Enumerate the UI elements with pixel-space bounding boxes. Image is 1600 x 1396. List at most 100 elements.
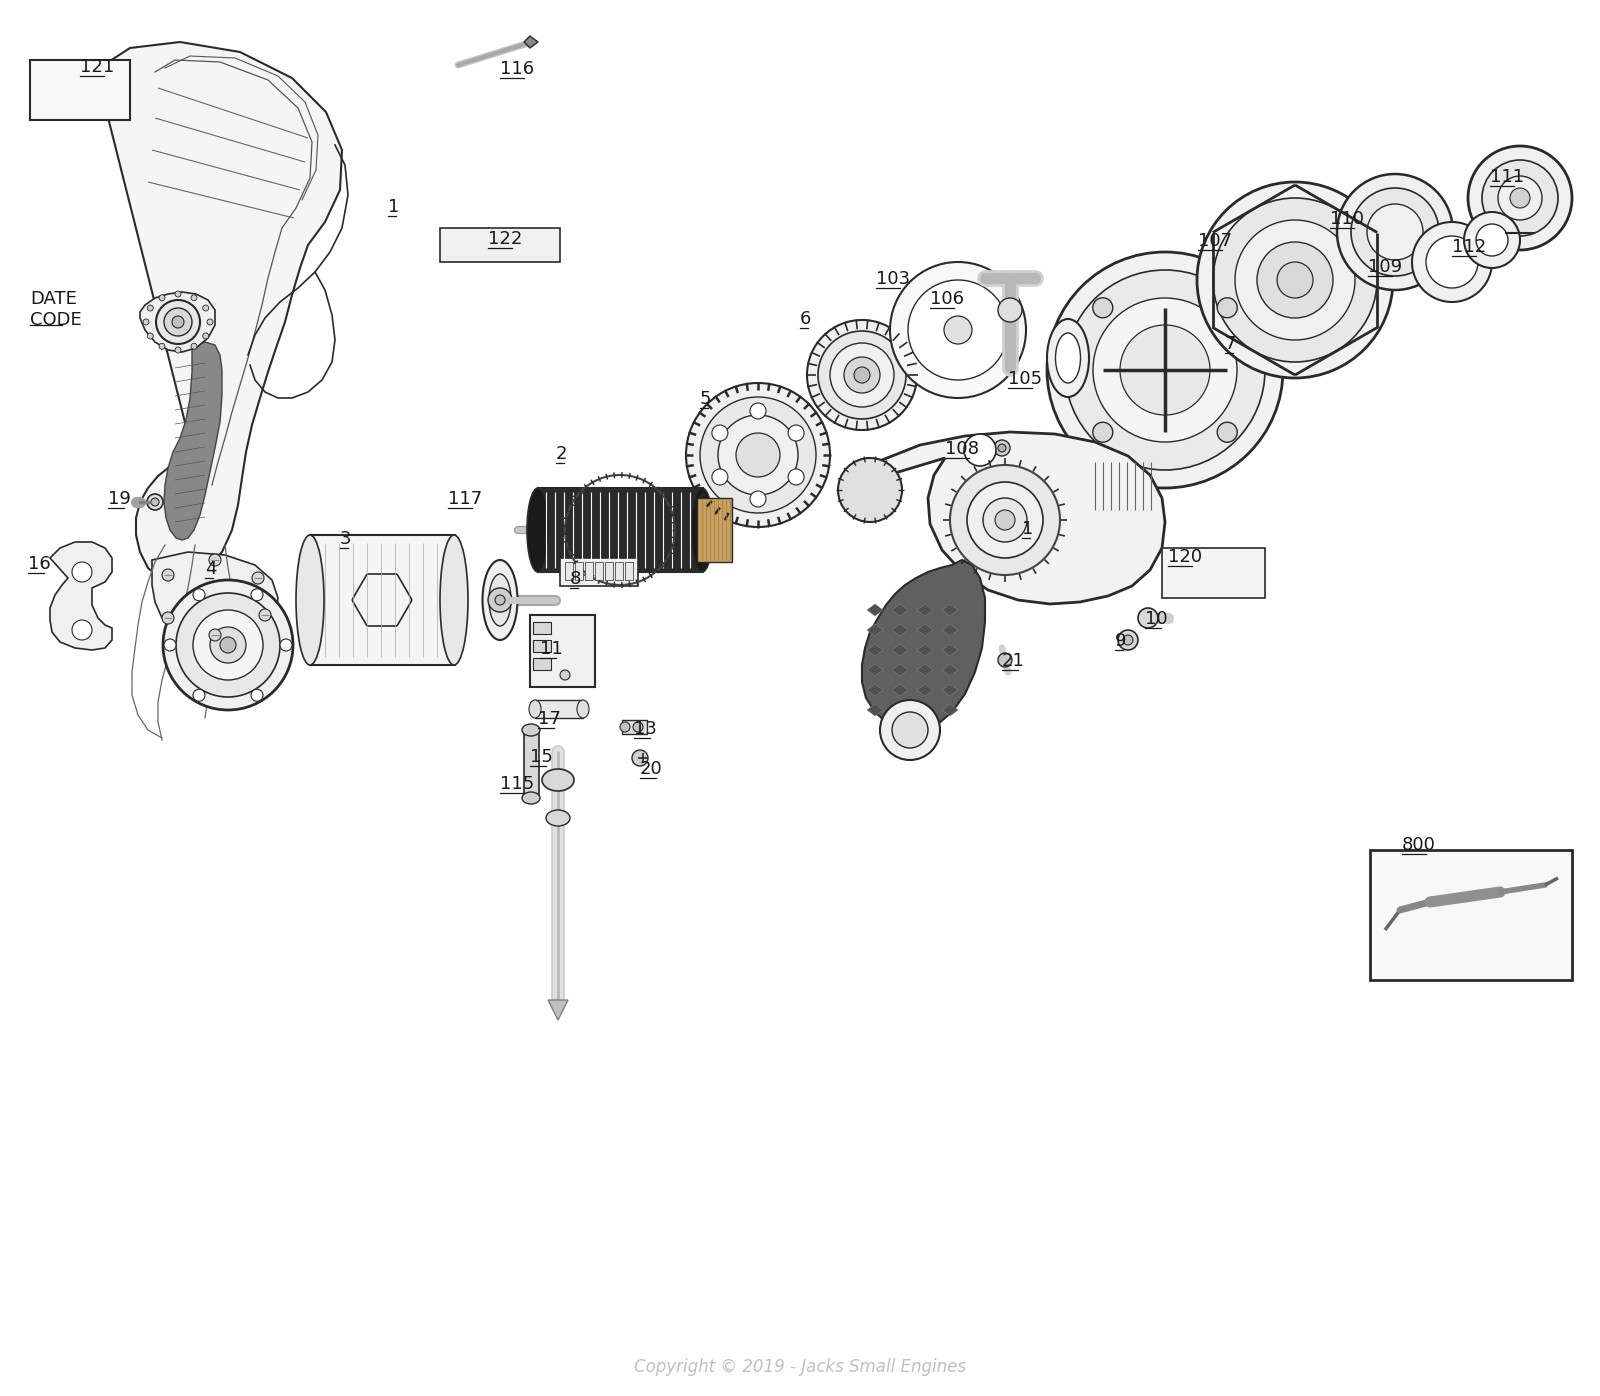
Polygon shape xyxy=(893,604,909,616)
Text: 1: 1 xyxy=(1022,519,1034,537)
Circle shape xyxy=(147,334,154,339)
Polygon shape xyxy=(917,684,933,697)
Polygon shape xyxy=(867,624,883,637)
Ellipse shape xyxy=(530,699,541,718)
Polygon shape xyxy=(942,604,958,616)
Circle shape xyxy=(995,510,1014,530)
Circle shape xyxy=(1235,221,1355,341)
Circle shape xyxy=(1066,269,1266,470)
Text: 107: 107 xyxy=(1198,232,1232,250)
Circle shape xyxy=(488,588,512,611)
Circle shape xyxy=(251,589,262,600)
Circle shape xyxy=(1510,188,1530,208)
Text: 7: 7 xyxy=(1226,335,1237,353)
Circle shape xyxy=(890,262,1026,398)
Polygon shape xyxy=(867,664,883,676)
Circle shape xyxy=(210,627,246,663)
Circle shape xyxy=(1218,297,1237,318)
Polygon shape xyxy=(867,604,883,616)
Polygon shape xyxy=(942,644,958,656)
Circle shape xyxy=(893,712,928,748)
Polygon shape xyxy=(942,684,958,697)
Text: 110: 110 xyxy=(1330,209,1363,228)
Polygon shape xyxy=(917,704,933,716)
FancyBboxPatch shape xyxy=(533,658,550,670)
Circle shape xyxy=(1120,325,1210,415)
Circle shape xyxy=(157,300,200,343)
Polygon shape xyxy=(917,604,933,616)
Polygon shape xyxy=(942,704,958,716)
FancyBboxPatch shape xyxy=(605,563,613,579)
FancyBboxPatch shape xyxy=(530,616,595,687)
Circle shape xyxy=(165,639,176,651)
Circle shape xyxy=(174,290,181,297)
Ellipse shape xyxy=(522,792,541,804)
Text: 15: 15 xyxy=(530,748,554,766)
Polygon shape xyxy=(30,60,130,120)
Text: 105: 105 xyxy=(1008,370,1042,388)
FancyBboxPatch shape xyxy=(626,563,634,579)
Polygon shape xyxy=(917,664,933,676)
Circle shape xyxy=(1138,609,1158,628)
Ellipse shape xyxy=(542,769,574,792)
Circle shape xyxy=(1258,242,1333,318)
Text: Copyright © 2019 - Jacks Small Engines: Copyright © 2019 - Jacks Small Engines xyxy=(634,1358,966,1376)
Circle shape xyxy=(1498,176,1542,221)
Circle shape xyxy=(998,653,1013,667)
Circle shape xyxy=(686,383,830,528)
Circle shape xyxy=(712,424,728,441)
Polygon shape xyxy=(547,1000,568,1020)
Polygon shape xyxy=(141,292,214,352)
Text: 103: 103 xyxy=(877,269,910,288)
Circle shape xyxy=(1093,422,1112,443)
Circle shape xyxy=(1093,297,1112,318)
FancyBboxPatch shape xyxy=(698,498,733,563)
Circle shape xyxy=(210,554,221,565)
Ellipse shape xyxy=(483,560,517,639)
FancyBboxPatch shape xyxy=(560,558,638,586)
Circle shape xyxy=(718,415,798,496)
Circle shape xyxy=(966,482,1043,558)
Circle shape xyxy=(1093,297,1237,443)
Circle shape xyxy=(1366,204,1422,260)
Circle shape xyxy=(203,334,208,339)
Circle shape xyxy=(838,458,902,522)
Circle shape xyxy=(1469,147,1571,250)
Text: 21: 21 xyxy=(1002,652,1026,670)
Circle shape xyxy=(173,315,184,328)
Circle shape xyxy=(632,750,648,766)
Circle shape xyxy=(909,281,1008,380)
Polygon shape xyxy=(96,42,342,582)
Text: 8: 8 xyxy=(570,570,581,588)
Circle shape xyxy=(1277,262,1314,297)
Polygon shape xyxy=(152,551,278,645)
Text: DATE
CODE: DATE CODE xyxy=(30,290,82,329)
FancyBboxPatch shape xyxy=(533,639,550,652)
Text: 112: 112 xyxy=(1453,237,1486,255)
Circle shape xyxy=(1426,236,1478,288)
Circle shape xyxy=(174,348,181,353)
Text: 122: 122 xyxy=(488,230,522,248)
Circle shape xyxy=(1475,223,1507,255)
Circle shape xyxy=(194,690,205,701)
Circle shape xyxy=(147,494,163,510)
Polygon shape xyxy=(50,542,112,651)
Circle shape xyxy=(72,620,93,639)
Polygon shape xyxy=(867,684,883,697)
Circle shape xyxy=(210,630,221,641)
Circle shape xyxy=(880,699,941,759)
Text: 109: 109 xyxy=(1368,258,1402,276)
Polygon shape xyxy=(867,644,883,656)
Circle shape xyxy=(163,579,293,711)
Circle shape xyxy=(142,320,149,325)
Circle shape xyxy=(147,304,154,311)
FancyBboxPatch shape xyxy=(538,489,702,572)
Circle shape xyxy=(162,611,174,624)
Text: 2: 2 xyxy=(557,445,568,463)
Circle shape xyxy=(1218,422,1237,443)
Circle shape xyxy=(150,498,158,505)
Circle shape xyxy=(206,320,213,325)
Text: 4: 4 xyxy=(205,560,216,578)
Circle shape xyxy=(494,595,506,604)
Polygon shape xyxy=(893,664,909,676)
